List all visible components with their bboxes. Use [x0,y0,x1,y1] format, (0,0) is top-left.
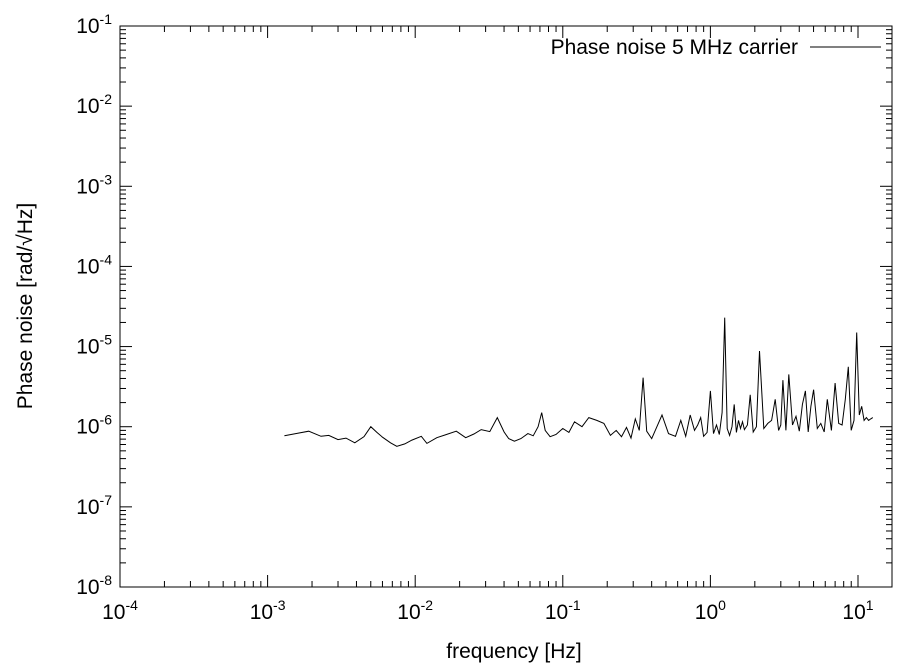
plot-frame [119,25,893,588]
x-axis-label: frequency [Hz] [446,640,581,663]
ticks [120,26,892,587]
y-tick-label: 10-1 [76,11,112,38]
y-tick-label: 10-4 [76,251,112,278]
y-tick-label: 10-5 [76,332,112,359]
series-line-phase-noise [284,317,874,447]
y-tick-label: 10-3 [76,171,112,198]
tick-labels: 10-4 10-3 10-2 10-1 100 101 10-8 10-7 10-6 10-5 10… [76,11,874,624]
x-tick-label: 10-3 [250,597,286,624]
y-tick-label: 10-7 [76,492,112,519]
x-tick-label: 10-4 [102,597,138,624]
legend: Phase noise 5 MHz carrier [551,36,881,59]
y-axis-label: Phase noise [rad/√Hz] [14,203,37,409]
y-tick-label: 10-8 [76,572,112,599]
x-tick-label: 100 [695,597,726,624]
x-tick-label: 10-1 [545,597,581,624]
x-tick-label: 10-2 [397,597,433,624]
x-tick-label: 101 [842,597,873,624]
y-tick-label: 10-2 [76,91,112,118]
y-tick-label: 10-6 [76,412,112,439]
legend-label: Phase noise 5 MHz carrier [551,36,798,59]
